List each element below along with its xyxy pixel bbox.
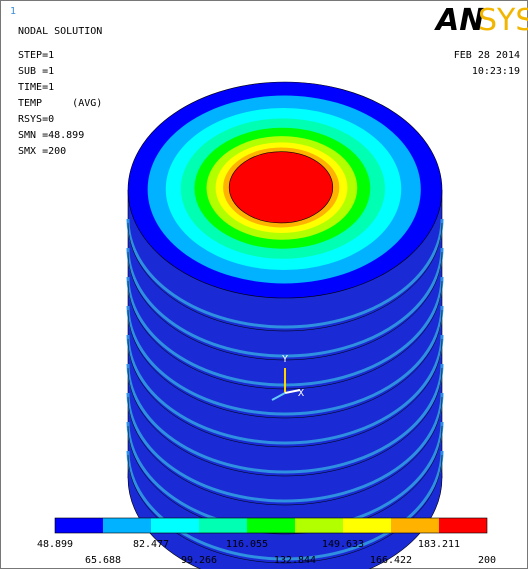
- legend-swatch: [151, 518, 199, 533]
- rib-edge: [127, 367, 443, 477]
- triad-z-axis: [271, 392, 286, 401]
- rib: [126, 450, 444, 561]
- rib-edge: [127, 251, 443, 361]
- logo-sys: SYS: [478, 3, 528, 38]
- info-block: NODAL SOLUTION STEP=1 SUB =1 TIME=1 TEMP (AV…: [18, 26, 102, 157]
- contour-band: [228, 151, 334, 224]
- info-line: SMN =48.899: [18, 130, 84, 141]
- legend-label: 65.688: [85, 555, 121, 566]
- window-number: 1: [10, 6, 16, 17]
- legend-label: 183.211: [418, 539, 460, 550]
- info-line: RSYS=0: [18, 114, 54, 125]
- rib-edge: [127, 338, 443, 448]
- info-line: TEMP (AVG): [18, 98, 102, 109]
- rib-edge: [127, 396, 443, 506]
- legend-swatch: [103, 518, 151, 533]
- rib-edge: [127, 454, 443, 564]
- rib: [126, 334, 444, 445]
- info-line: SUB =1: [18, 66, 54, 77]
- legend-label: 200: [478, 555, 496, 566]
- info-line: SMX =200: [18, 146, 66, 157]
- rib: [126, 218, 444, 329]
- rib-edge: [127, 222, 443, 332]
- info-line: NODAL SOLUTION: [18, 26, 102, 37]
- legend: 48.899 65.688 82.477 99.266 116.055 132.844 14…: [37, 517, 496, 566]
- model: [126, 81, 444, 569]
- legend-label: 99.266: [181, 555, 217, 566]
- triad-x-label: X: [298, 388, 304, 399]
- rib-edge: [127, 425, 443, 535]
- legend-swatch: [55, 518, 103, 533]
- info-line: TIME=1: [18, 82, 54, 93]
- legend-label: 132.844: [274, 555, 316, 566]
- triad-x-axis: [284, 389, 301, 394]
- info-line: STEP=1: [18, 50, 54, 61]
- date: FEB 28 2014: [454, 50, 520, 61]
- legend-swatch: [343, 518, 391, 533]
- rib-edge: [127, 309, 443, 419]
- legend-swatch: [439, 518, 487, 533]
- logo-an: AN: [434, 3, 484, 38]
- legend-swatch: [391, 518, 439, 533]
- legend-swatch: [199, 518, 247, 533]
- triad-y-label: Y: [282, 354, 288, 365]
- triad: Y X: [271, 354, 304, 401]
- legend-label: 82.477: [133, 539, 169, 550]
- legend-label: 166.422: [370, 555, 412, 566]
- legend-border: [54, 517, 488, 534]
- legend-label: 116.055: [226, 539, 268, 550]
- rib: [126, 247, 444, 358]
- legend-swatch: [247, 518, 295, 533]
- rib: [126, 363, 444, 474]
- rib: [126, 392, 444, 503]
- time: 10:23:19: [472, 66, 520, 77]
- legend-swatch: [295, 518, 343, 533]
- legend-label: 149.633: [322, 539, 364, 550]
- legend-label: 48.899: [37, 539, 73, 550]
- rib: [126, 305, 444, 416]
